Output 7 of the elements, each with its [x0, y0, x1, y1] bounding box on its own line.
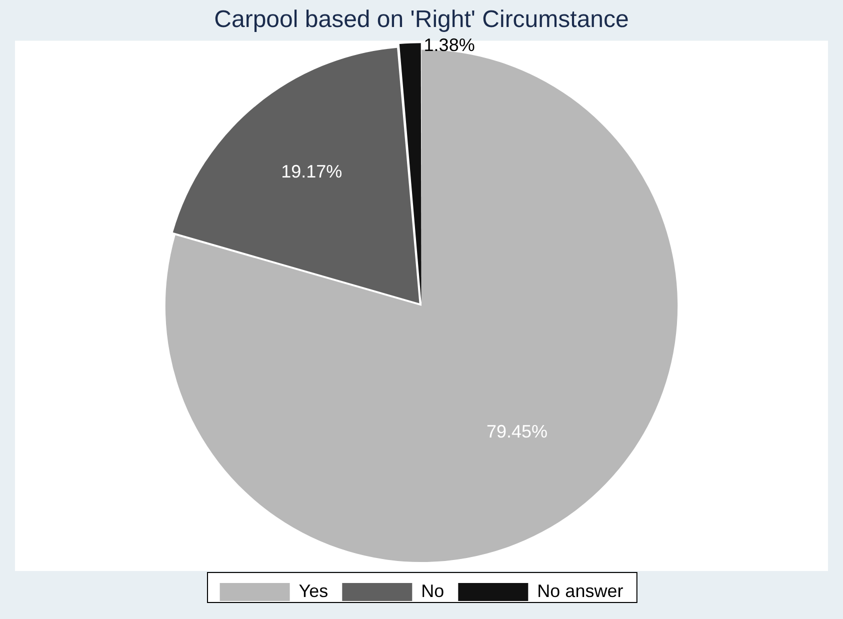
legend-label: No answer: [537, 580, 624, 601]
chart-title: Carpool based on 'Right' Circumstance: [214, 6, 629, 34]
data-label: 79.45%: [486, 422, 548, 442]
legend-label: Yes: [298, 580, 328, 601]
legend-label: No: [421, 580, 444, 601]
data-label: 1.38%: [424, 35, 475, 56]
data-label: 19.17%: [281, 161, 342, 182]
